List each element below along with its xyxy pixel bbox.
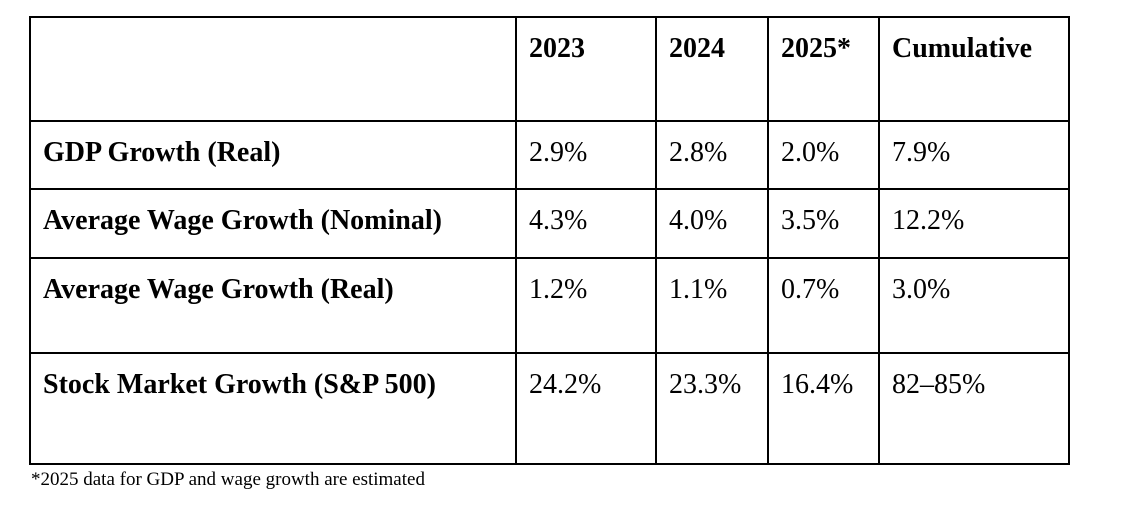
- cell-wage-nominal-2024: 4.0%: [655, 188, 769, 259]
- row-label-stock-market: Stock Market Growth (S&P 500): [29, 352, 517, 465]
- cell-stock-market-2023: 24.2%: [515, 352, 657, 465]
- header-2024: 2024: [655, 16, 769, 122]
- cell-gdp-cumulative: 7.9%: [878, 120, 1070, 190]
- cell-wage-nominal-2025: 3.5%: [767, 188, 880, 259]
- row-label-gdp-growth: GDP Growth (Real): [29, 120, 517, 190]
- row-label-wage-nominal: Average Wage Growth (Nominal): [29, 188, 517, 259]
- growth-comparison-table: 2023 2024 2025* Cumulative GDP Growth (R…: [29, 16, 1070, 465]
- cell-wage-nominal-cumulative: 12.2%: [878, 188, 1070, 259]
- cell-wage-real-2023: 1.2%: [515, 257, 657, 354]
- row-label-wage-real: Average Wage Growth (Real): [29, 257, 517, 354]
- table-footnote: *2025 data for GDP and wage growth are e…: [31, 469, 425, 490]
- cell-wage-nominal-2023: 4.3%: [515, 188, 657, 259]
- header-empty-cell: [29, 16, 517, 122]
- cell-gdp-2024: 2.8%: [655, 120, 769, 190]
- table-row-stock-market: Stock Market Growth (S&P 500) 24.2% 23.3…: [29, 352, 1070, 465]
- cell-wage-real-2024: 1.1%: [655, 257, 769, 354]
- cell-stock-market-cumulative: 82–85%: [878, 352, 1070, 465]
- header-2023: 2023: [515, 16, 657, 122]
- cell-stock-market-2024: 23.3%: [655, 352, 769, 465]
- cell-gdp-2025: 2.0%: [767, 120, 880, 190]
- cell-wage-real-2025: 0.7%: [767, 257, 880, 354]
- table-row-wage-nominal: Average Wage Growth (Nominal) 4.3% 4.0% …: [29, 188, 1070, 259]
- table-row-wage-real: Average Wage Growth (Real) 1.2% 1.1% 0.7…: [29, 257, 1070, 354]
- header-2025-estimated: 2025*: [767, 16, 880, 122]
- cell-wage-real-cumulative: 3.0%: [878, 257, 1070, 354]
- header-cumulative: Cumulative: [878, 16, 1070, 122]
- cell-gdp-2023: 2.9%: [515, 120, 657, 190]
- table-header-row: 2023 2024 2025* Cumulative: [29, 16, 1070, 122]
- table-row-gdp-growth: GDP Growth (Real) 2.9% 2.8% 2.0% 7.9%: [29, 120, 1070, 190]
- cell-stock-market-2025: 16.4%: [767, 352, 880, 465]
